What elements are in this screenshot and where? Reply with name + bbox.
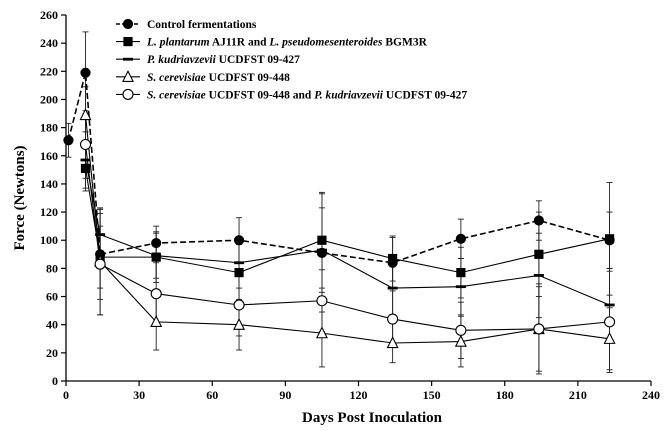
data-point: [79, 138, 92, 151]
legend-entry-part: UCDFST 09-427: [383, 89, 467, 101]
data-point: [534, 249, 544, 259]
x-tick-label: 30: [133, 388, 145, 402]
data-point: [233, 299, 245, 311]
y-tick-label: 80: [46, 261, 58, 275]
data-point: [80, 163, 91, 174]
data-point: [533, 274, 544, 277]
data-point: [150, 315, 163, 328]
x-tick-label: 0: [63, 388, 69, 402]
x-tick-label: 180: [496, 388, 514, 402]
legend-entry: S. cerevisiae UCDFST 09-448 and P. kudri…: [147, 89, 467, 101]
data-point: [80, 67, 91, 78]
y-tick-label: 220: [40, 64, 58, 78]
data-point: [388, 253, 398, 264]
data-point: [95, 233, 106, 236]
data-point: [604, 316, 616, 328]
legend-entry-part: Control fermentations: [147, 19, 257, 31]
data-point: [387, 286, 398, 290]
x-tick-label: 60: [206, 388, 218, 402]
data-point: [455, 233, 466, 244]
legend-marker: [122, 88, 134, 100]
legend-entry-part: BGM3R: [382, 37, 427, 49]
data-point: [533, 215, 544, 226]
legend-marker: [123, 57, 133, 61]
legend-entry-part: UCDFST 09-448 and: [206, 89, 314, 101]
legend-entry-part: P. kudriavzevii: [147, 54, 217, 66]
data-point: [454, 334, 467, 347]
series-line-3: [84, 159, 610, 306]
data-point: [315, 326, 328, 339]
y-tick-label: 160: [40, 149, 58, 163]
legend-entry-part: UCDFST 09-427: [216, 54, 300, 66]
x-tick-label: 240: [642, 388, 660, 402]
data-point: [533, 323, 545, 335]
x-tick-label: 120: [350, 388, 368, 402]
y-tick-label: 200: [40, 92, 58, 106]
data-point: [604, 303, 615, 307]
data-point: [150, 288, 162, 300]
data-point: [151, 254, 162, 258]
legend-entry: Control fermentations: [147, 19, 257, 31]
legend-marker: [122, 18, 134, 30]
data-point: [317, 235, 327, 245]
data-point: [455, 324, 467, 336]
legend: Control fermentations L. plantarum AJ11R …: [116, 18, 467, 101]
x-tick-label: 210: [569, 388, 587, 402]
data-point: [79, 108, 92, 121]
data-point: [603, 331, 616, 344]
data-point: [151, 237, 162, 249]
data-point: [80, 158, 91, 162]
series-markers: [63, 67, 616, 349]
axes: 0 30 60 90 120 150 180 210 240 0 20 40 60 80 100 120 140…: [40, 8, 660, 402]
x-tick-label: 150: [423, 388, 441, 402]
y-tick-label: 260: [40, 8, 58, 22]
series-line-4: [84, 114, 610, 344]
y-tick-label: 180: [40, 121, 58, 135]
y-tick-label: 240: [40, 36, 58, 50]
y-tick-label: 0: [52, 374, 58, 388]
series-line-5: [84, 144, 610, 331]
data-point: [233, 235, 245, 246]
y-tick-label: 20: [46, 346, 58, 360]
data-point: [604, 234, 615, 244]
y-tick-label: 40: [46, 318, 58, 332]
legend-entry-part: AJ11R and: [210, 37, 270, 49]
legend-entry: P. kudriavzevii UCDFST 09-427: [147, 54, 300, 66]
legend-entry-part: P. kudriavzevii: [314, 89, 384, 101]
data-point: [456, 268, 466, 278]
y-tick-label: 100: [40, 233, 58, 247]
data-point: [455, 285, 466, 289]
data-point: [316, 248, 327, 252]
legend-entry-part: L. pseudomesenteroides: [268, 37, 383, 49]
legend-entry-part: UCDFST 09-448: [206, 72, 290, 84]
x-tick-label: 90: [279, 388, 291, 402]
series-line-1: [67, 72, 610, 264]
data-point: [151, 252, 161, 262]
legend-entry-part: S. cerevisiae: [147, 72, 206, 84]
legend-entry-part: S. cerevisiae: [147, 89, 206, 101]
y-axis-title: Force (Newtons): [12, 145, 28, 250]
data-point: [94, 258, 106, 270]
x-axis-title: Days Post Inoculation: [302, 410, 443, 426]
legend-entry: L. plantarum AJ11R and L. pseudomesenter…: [146, 37, 428, 49]
data-point: [316, 295, 328, 307]
data-point: [63, 135, 74, 146]
data-point: [233, 317, 246, 330]
series-lines: [67, 72, 610, 344]
data-point: [234, 261, 245, 265]
legend-entry-part: L. plantarum: [146, 37, 210, 49]
legend-entry: S. cerevisiae UCDFST 09-448: [147, 72, 290, 84]
data-point: [386, 336, 399, 349]
y-tick-label: 120: [40, 205, 58, 219]
legend-marker: [122, 69, 134, 82]
data-point: [387, 313, 399, 325]
series-line-2: [84, 168, 610, 274]
y-tick-label: 140: [40, 177, 58, 191]
y-tick-label: 60: [46, 290, 58, 304]
legend-marker: [123, 37, 133, 47]
data-point: [234, 268, 244, 278]
